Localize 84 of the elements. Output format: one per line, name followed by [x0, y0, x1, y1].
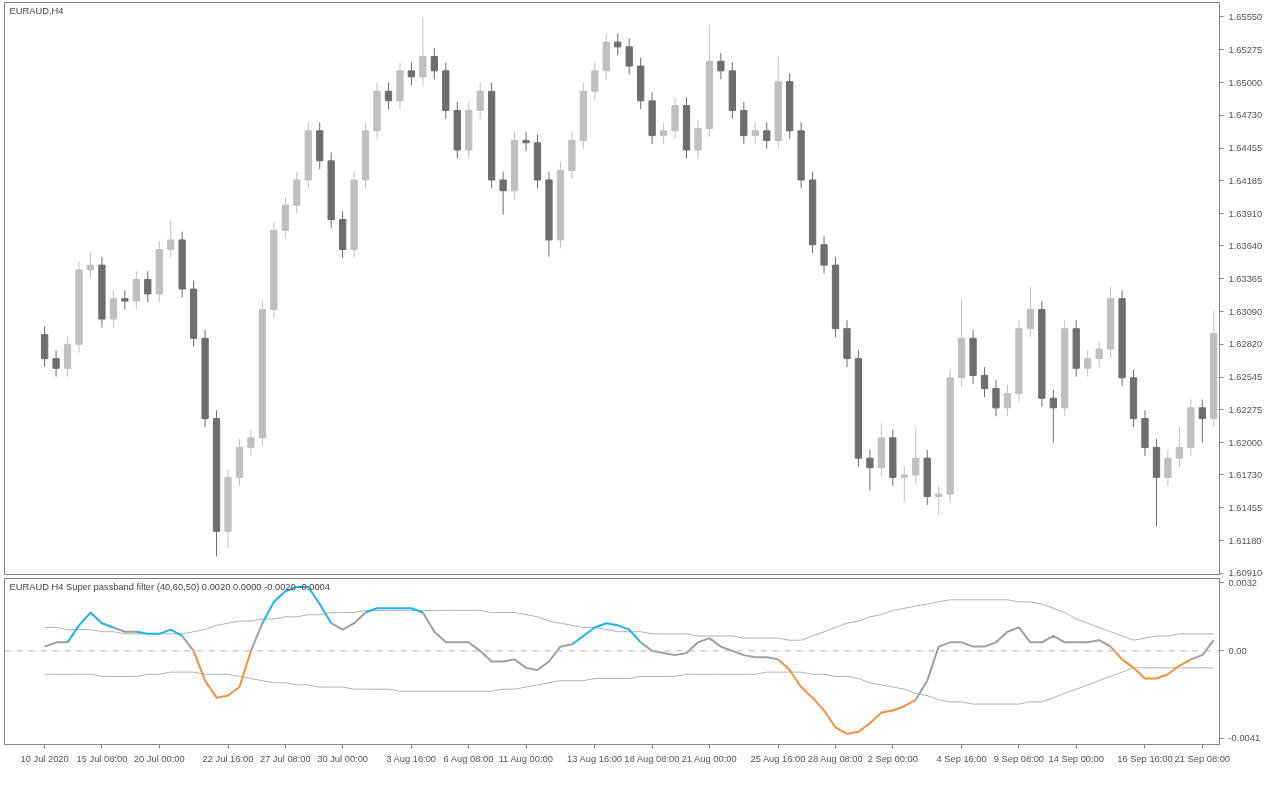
y-tick-label: 1.62000: [1228, 437, 1263, 448]
candlestick: [751, 121, 759, 145]
candlestick: [499, 171, 507, 216]
candlestick: [247, 428, 255, 457]
candlestick: [900, 466, 908, 504]
candlestick: [384, 82, 393, 110]
y-tick-label: 1.63365: [1228, 273, 1263, 284]
candlestick: [52, 349, 60, 378]
candlestick: [1084, 349, 1092, 378]
x-tick-label: 9 Sep 08:00: [993, 753, 1045, 764]
candlestick: [717, 52, 725, 80]
candlestick: [430, 47, 438, 80]
x-tick-label: 2 Sep 00:00: [867, 753, 918, 764]
y-tick-label: 1.65275: [1228, 44, 1263, 55]
x-tick-label: 4 Sep 16:00: [936, 753, 987, 764]
x-tick-label: 3 Aug 16:00: [386, 753, 437, 764]
candlestick: [476, 82, 484, 120]
y-tick-label: 1.62545: [1228, 372, 1263, 383]
x-tick-label: 14 Sep 00:00: [1048, 753, 1104, 764]
y-tick-label: 1.61180: [1228, 535, 1262, 546]
y-tick-label: 1.63090: [1228, 306, 1263, 317]
y-tick-label: 0.0032: [1228, 577, 1258, 588]
y-tick-label: 1.64455: [1228, 143, 1263, 154]
y-tick-label: 1.61730: [1228, 469, 1263, 480]
x-tick-label: 11 Aug 00:00: [498, 753, 553, 764]
line-series: [44, 667, 1215, 705]
x-tick-label: 28 Aug 08:00: [807, 753, 863, 764]
candlestick: [763, 121, 771, 150]
y-tick-label: 1.65000: [1228, 77, 1263, 88]
x-tick-label: 15 Jul 08:00: [76, 753, 128, 764]
candlestick: [992, 379, 1000, 417]
candlestick: [659, 121, 668, 145]
y-tick-label: 1.64185: [1228, 175, 1263, 186]
x-tick-label: 22 Jul 16:00: [202, 753, 254, 764]
chart-title: EURAUD,H4: [9, 5, 64, 16]
x-tick-label: 21 Sep 08:00: [1174, 753, 1231, 764]
candlestick: [1026, 286, 1035, 338]
candlestick: [1198, 398, 1206, 444]
chart-title: EURAUD H4 Super passband filter (40,60,50) 0.0020 0.0000 -0.0020 -0.0004: [9, 581, 330, 592]
candlestick: [419, 16, 427, 86]
candlestick: [109, 289, 118, 328]
y-tick-label: -0.0041: [1228, 733, 1261, 744]
candlestick: [40, 325, 49, 368]
y-tick-label: 1.64730: [1228, 110, 1263, 121]
y-tick-label: 1.62275: [1228, 404, 1263, 415]
candlestick: [1164, 449, 1172, 487]
y-tick-label: 1.61455: [1228, 502, 1263, 513]
candlestick: [614, 33, 622, 56]
x-tick-label: 13 Aug 16:00: [567, 753, 623, 764]
y-tick-label: 1.65550: [1228, 11, 1263, 22]
candlestick: [980, 366, 989, 398]
candlestick: [407, 61, 416, 86]
x-tick-label: 21 Aug 00:00: [681, 753, 737, 764]
candlestick: [912, 426, 920, 484]
y-tick-label: 1.60910: [1228, 568, 1263, 579]
candlestick: [694, 119, 702, 159]
x-tick-label: 10 Jul 2020: [20, 753, 69, 764]
candlestick: [144, 270, 152, 303]
line-series: [44, 599, 1215, 641]
candlestick: [522, 131, 530, 152]
y-tick-label: 0.00: [1228, 645, 1247, 656]
y-tick-label: 1.62820: [1228, 339, 1263, 350]
candlestick: [167, 220, 175, 259]
candlestick: [1003, 384, 1012, 417]
y-tick-label: 1.63640: [1228, 240, 1263, 251]
candlestick: [132, 270, 140, 310]
y-tick-label: 1.63910: [1228, 208, 1263, 219]
candlestick: [866, 449, 874, 492]
x-tick-label: 30 Jul 00:00: [317, 753, 369, 764]
x-tick-label: 27 Jul 08:00: [259, 753, 311, 764]
candlestick: [1095, 340, 1103, 368]
x-tick-label: 18 Aug 08:00: [624, 753, 680, 764]
candlestick: [1175, 426, 1184, 468]
x-tick-label: 20 Jul 00:00: [133, 753, 185, 764]
candlestick: [121, 289, 129, 310]
candlestick: [63, 335, 72, 378]
candlestick: [820, 235, 828, 275]
candlestick: [591, 61, 599, 101]
x-tick-label: 16 Sep 16:00: [1117, 753, 1173, 764]
candlestick: [1049, 389, 1057, 444]
x-tick-label: 25 Aug 16:00: [750, 753, 806, 764]
candlestick: [625, 37, 633, 75]
candlestick: [86, 252, 95, 279]
x-tick-label: 6 Aug 08:00: [443, 753, 494, 764]
